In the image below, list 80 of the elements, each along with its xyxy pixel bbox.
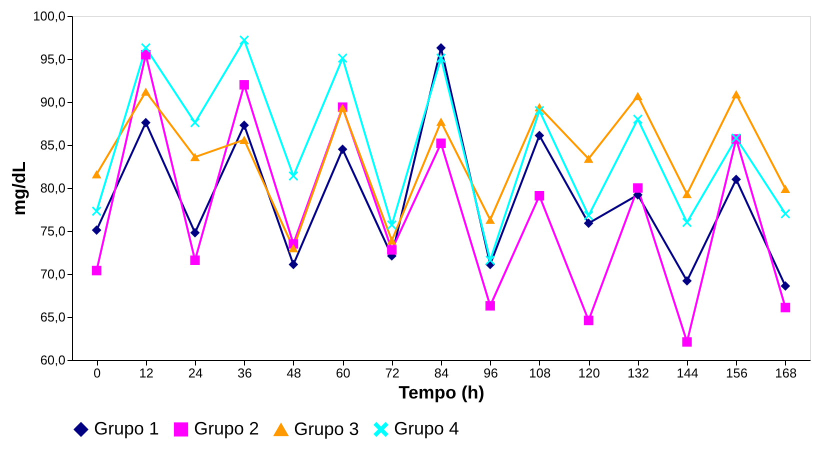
point xyxy=(387,245,397,255)
point xyxy=(239,136,249,144)
point xyxy=(682,337,692,347)
point xyxy=(780,184,790,193)
point xyxy=(288,260,298,270)
point xyxy=(239,35,249,45)
y-tick-label: 80,0 xyxy=(40,180,66,196)
x-tick-label: 144 xyxy=(676,366,698,380)
point xyxy=(485,216,495,224)
point xyxy=(633,183,643,193)
y-tick-label: 70,0 xyxy=(40,266,66,282)
x-tick-label: 156 xyxy=(726,366,748,380)
x-tick-label: 168 xyxy=(775,366,797,380)
y-tick-label: 90,0 xyxy=(40,94,66,110)
point xyxy=(780,281,790,291)
point xyxy=(190,255,200,265)
point xyxy=(534,106,544,116)
y-tick-label: 65,0 xyxy=(40,310,66,324)
x-tick-label: 0 xyxy=(93,366,101,380)
point xyxy=(338,144,348,154)
legend-label: Grupo 2 xyxy=(194,418,260,438)
y-tick-label: 85,0 xyxy=(40,138,66,152)
y-tick-label: 75,0 xyxy=(40,224,66,238)
point xyxy=(288,171,298,181)
point xyxy=(436,138,446,148)
point xyxy=(731,90,741,98)
x-tick-label: 96 xyxy=(483,366,498,380)
point xyxy=(584,210,594,220)
point xyxy=(387,220,397,230)
x-tick-label: 60 xyxy=(336,366,350,380)
x-tick-label: 120 xyxy=(578,366,600,380)
x-tick-label: 36 xyxy=(237,366,252,380)
point xyxy=(92,266,102,276)
x-tick-label: 132 xyxy=(627,366,650,380)
point xyxy=(633,92,643,100)
point xyxy=(682,218,692,228)
point xyxy=(584,316,594,326)
point xyxy=(682,190,692,198)
point xyxy=(534,190,544,200)
point xyxy=(534,130,544,140)
x-axis-title: Tempo (h) xyxy=(398,382,484,402)
point xyxy=(92,206,102,216)
point xyxy=(92,170,102,178)
point xyxy=(141,88,151,96)
point xyxy=(288,244,298,252)
point xyxy=(338,53,348,63)
point xyxy=(239,120,249,130)
legend-label: Grupo 3 xyxy=(294,418,360,439)
y-tick-label: 60,0 xyxy=(40,352,66,368)
y-tick-label: 100,0 xyxy=(32,8,66,24)
x-tick-label: 72 xyxy=(385,366,400,380)
point xyxy=(92,225,102,235)
point xyxy=(731,174,741,184)
x-tick-label: 12 xyxy=(139,366,154,380)
point xyxy=(584,218,594,228)
point xyxy=(141,118,151,128)
point xyxy=(190,228,200,238)
point xyxy=(436,53,446,63)
point xyxy=(141,43,151,53)
point xyxy=(780,302,790,312)
x-tick-label: 84 xyxy=(434,366,449,380)
point xyxy=(190,152,200,162)
point xyxy=(387,236,397,245)
x-tick-label: 108 xyxy=(529,366,551,380)
x-tick-label: 48 xyxy=(286,366,302,380)
y-axis-title: mg/dL xyxy=(8,162,29,216)
point xyxy=(584,154,594,163)
point xyxy=(485,255,495,265)
legend-label: Grupo 1 xyxy=(94,418,160,438)
point xyxy=(239,80,249,90)
point xyxy=(436,118,446,126)
point xyxy=(485,301,495,311)
y-tick-label: 95,0 xyxy=(40,52,66,66)
x-tick-label: 24 xyxy=(188,366,203,380)
point xyxy=(682,276,692,286)
point xyxy=(436,43,446,53)
point xyxy=(633,114,643,124)
point xyxy=(190,118,200,128)
point xyxy=(780,209,790,219)
legend-label: Grupo 4 xyxy=(394,418,460,438)
